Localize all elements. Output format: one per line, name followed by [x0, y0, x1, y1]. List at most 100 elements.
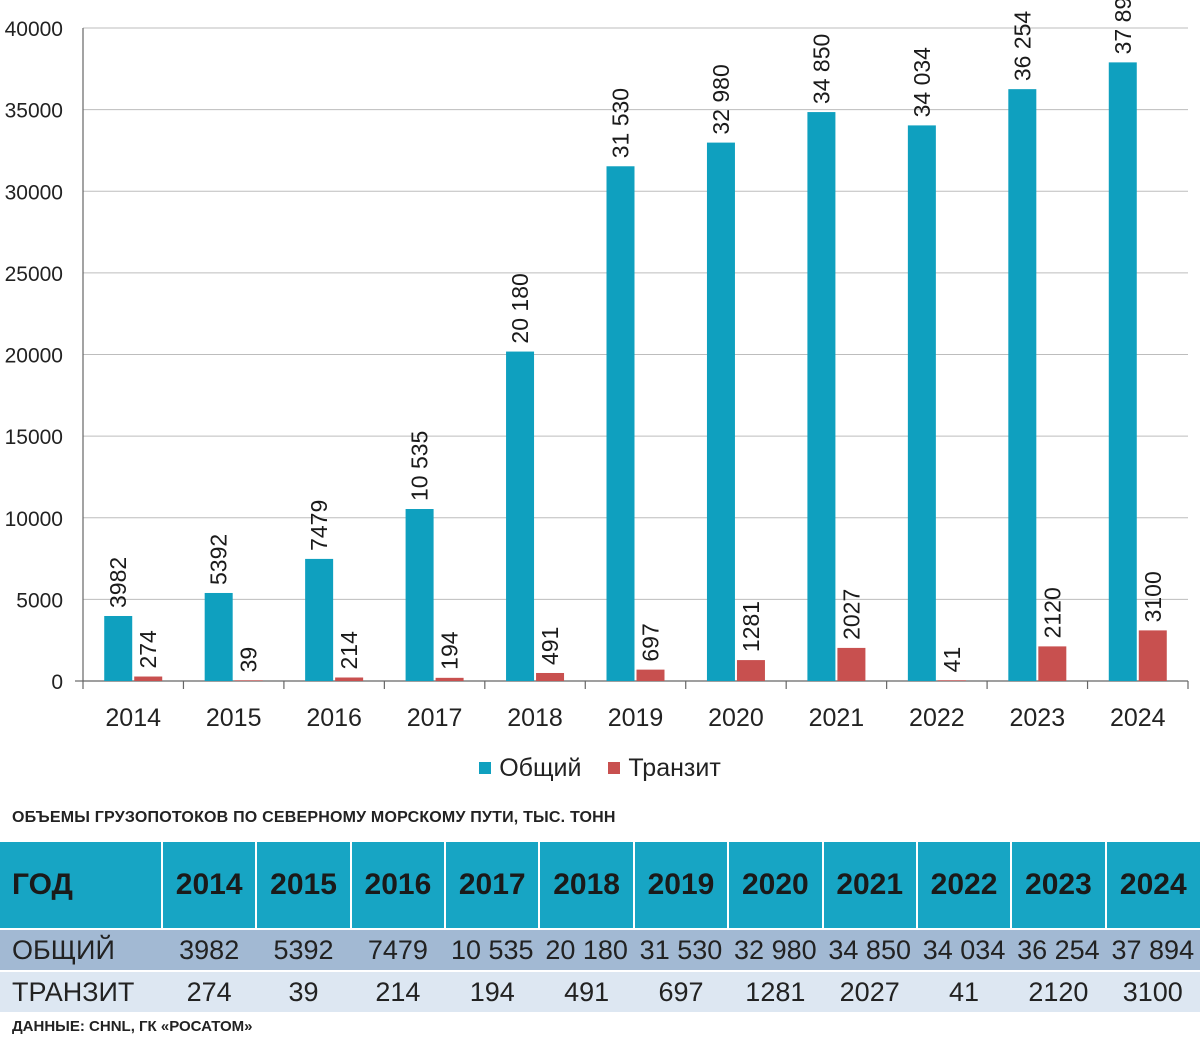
y-tick-label: 40000 [5, 18, 63, 41]
data-label-transit: 39 [236, 647, 262, 673]
table-cell: 41 [916, 970, 1012, 1012]
data-label-total: 37 894 [1110, 0, 1136, 54]
table-cell: 39 [256, 970, 351, 1012]
data-label-transit: 697 [638, 623, 664, 661]
table-header-row: ГОД 2014 2015 2016 2017 2018 2019 2020 2… [0, 842, 1200, 929]
table-cell: 37 894 [1105, 928, 1200, 971]
y-tick-label: 20000 [5, 345, 63, 368]
data-label-total: 36 254 [1009, 11, 1035, 82]
x-tick-label: 2022 [909, 704, 965, 732]
x-tick-label: 2021 [809, 704, 865, 732]
x-tick-label: 2015 [206, 704, 262, 732]
chart-caption: ОБЪЕМЫ ГРУЗОПОТОКОВ ПО СЕВЕРНОМУ МОРСКОМ… [12, 809, 616, 826]
table-cell: 5392 [256, 928, 351, 971]
bar-total [405, 509, 434, 681]
table-cell: 36 254 [1011, 928, 1106, 971]
table-header-year: 2017 [445, 842, 541, 929]
data-label-total: 3982 [105, 557, 131, 608]
table-cell: 7479 [350, 928, 446, 971]
bar-chart: 0 5000 10000 15000 20000 25000 30000 35000 40000… [5, 0, 1189, 732]
table-header-year: 2014 [162, 842, 258, 929]
table-cell: 10 535 [445, 928, 540, 971]
table-header-year: 2021 [822, 842, 918, 929]
bar-transit [736, 660, 765, 681]
table-cell: 194 [445, 970, 540, 1012]
bar-total [506, 351, 535, 681]
data-label-total: 20 180 [507, 273, 533, 343]
table-header-year: 2023 [1011, 842, 1107, 929]
table-header-year: 2022 [916, 842, 1013, 929]
data-label-total: 34 850 [808, 34, 834, 104]
y-tick-label: 15000 [5, 426, 63, 449]
legend-label-total: Общий [499, 753, 582, 782]
bar-transit [536, 672, 565, 681]
data-label-transit: 41 [939, 647, 965, 673]
legend-swatch-transit [608, 762, 621, 774]
bar-transit [335, 677, 364, 681]
table-header-year: 2015 [256, 842, 352, 929]
x-tick-label: 2018 [507, 704, 563, 732]
legend-label-transit: Транзит [628, 753, 721, 782]
table-header-year: 2024 [1105, 842, 1200, 929]
table-cell: 3982 [162, 928, 257, 971]
table-cell: 3100 [1105, 970, 1200, 1012]
x-tick-label: 2014 [105, 704, 161, 732]
bar-total [1108, 62, 1137, 682]
bar-total [606, 166, 635, 681]
data-label-transit: 194 [437, 631, 463, 670]
data-label-total: 31 530 [608, 88, 634, 158]
y-tick-label: 25000 [5, 263, 63, 286]
bar-transit [1038, 646, 1067, 681]
legend-item-transit: Транзит [608, 753, 721, 783]
y-tick-label: 35000 [5, 100, 63, 123]
table-cell: 32 980 [728, 928, 823, 971]
bar-total [104, 615, 133, 681]
y-tick-label: 0 [51, 671, 63, 694]
y-tick-label: 30000 [5, 181, 63, 204]
bar-transit [234, 680, 263, 681]
bar-transit [837, 647, 866, 681]
table-cell: 2027 [822, 970, 917, 1012]
x-tick-label: 2024 [1110, 704, 1166, 732]
table-cell: 697 [633, 970, 729, 1012]
bar-transit [636, 669, 665, 681]
source-note: ДАННЫЕ: CHNL, ГК «РОСАТОМ» [12, 1018, 253, 1035]
data-label-transit: 3100 [1140, 571, 1166, 622]
table-cell: 34 034 [916, 928, 1012, 971]
bar-transit [937, 680, 966, 681]
x-tick-label: 2019 [608, 704, 664, 732]
legend-swatch-total [479, 762, 492, 774]
data-label-transit: 214 [336, 631, 362, 670]
data-label-total: 34 034 [909, 47, 935, 118]
table-row-total: ОБЩИЙ 3982 5392 7479 10 535 20 180 31 53… [0, 928, 1200, 971]
bar-transit [134, 676, 163, 681]
bar-total [807, 112, 836, 682]
x-tick-label: 2020 [708, 704, 764, 732]
table-cell: 1281 [728, 970, 823, 1012]
table-cell: 274 [162, 970, 257, 1012]
table-cell: 34 850 [822, 928, 917, 971]
data-label-transit: 2120 [1039, 587, 1065, 638]
bar-total [305, 558, 334, 681]
legend-item-total: Общий [479, 754, 581, 783]
table-header-year: 2018 [539, 842, 635, 929]
bar-total [204, 592, 233, 681]
data-label-total: 7479 [306, 500, 332, 551]
table-cell: 31 530 [633, 928, 729, 971]
bar-transit [435, 677, 464, 681]
table-cell: 214 [350, 970, 446, 1012]
data-label-transit: 2027 [838, 589, 864, 640]
x-tick-label: 2016 [306, 704, 362, 732]
data-label-total: 10 535 [407, 431, 433, 501]
x-tick-label: 2023 [1010, 704, 1066, 732]
table-row-transit: ТРАНЗИТ 274 39 214 194 491 697 1281 2027… [0, 970, 1200, 1012]
bar-total [1008, 89, 1037, 682]
table-header-label: ГОД [0, 842, 163, 929]
table-header-year: 2020 [728, 842, 824, 929]
data-label-total: 5392 [206, 534, 232, 585]
data-label-transit: 491 [537, 627, 563, 665]
x-tick-label: 2017 [407, 704, 463, 732]
table-cell: 20 180 [539, 928, 634, 971]
bar-transit [1138, 630, 1167, 681]
bar-total [907, 125, 936, 681]
